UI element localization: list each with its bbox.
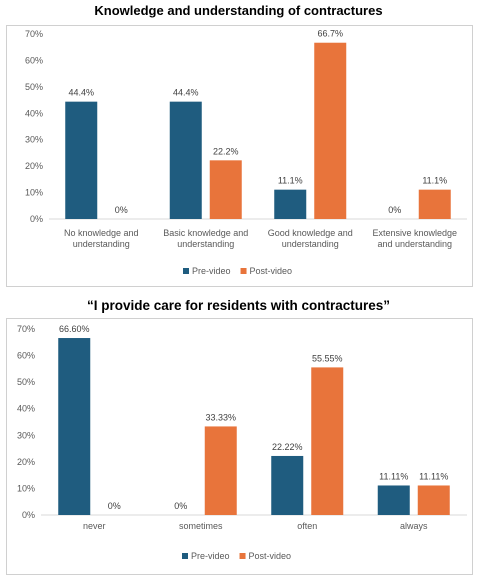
chart-2-data-label: 55.55% (312, 353, 343, 363)
chart-2-bar-pre (377, 485, 410, 515)
chart-2-data-label: 22.22% (272, 442, 303, 452)
chart-2-legend-swatch-post (239, 553, 246, 559)
chart-1-category-label: No knowledge and (64, 228, 139, 238)
chart-2-category-label: sometimes (179, 521, 223, 531)
chart-1-title: Knowledge and understanding of contractu… (94, 3, 383, 18)
chart-2-bar-pre (58, 338, 91, 515)
chart-2-legend-swatch-pre (182, 553, 188, 559)
chart-2-bar-post (311, 367, 344, 515)
chart-1-bar-pre (65, 101, 98, 219)
chart-2-legend-label-pre: Pre-video (191, 551, 230, 561)
chart-1-data-label: 11.1% (278, 176, 303, 186)
chart-2-category-label: always (400, 521, 428, 531)
chart-1-ytick-label: 20% (25, 161, 43, 171)
chart-1-ytick-label: 70% (25, 29, 43, 39)
chart-1-category-label: understanding (177, 239, 234, 249)
chart-2-ytick-label: 0% (22, 510, 35, 520)
chart-2-title: “I provide care for residents with contr… (86, 298, 391, 313)
chart-1-category-label: Basic knowledge and (163, 228, 248, 238)
chart-2-category-label: often (297, 521, 317, 531)
chart-1-legend-label-post: Post-video (250, 266, 293, 276)
chart-1-legend-swatch-pre (183, 268, 189, 274)
chart-1-ytick-label: 40% (25, 108, 43, 118)
chart-2-frame: 0% 10% 20% 30% 40% 50% 60% 70% 66.60% 0% never 0% 33… (6, 318, 473, 575)
chart-1-category-label: understanding (282, 239, 339, 249)
chart-1-data-label: 22.2% (213, 146, 239, 156)
chart-2-data-label: 11.11% (379, 471, 408, 481)
chart-2-ytick-label: 50% (17, 377, 35, 387)
chart-1-data-label: 44.4% (173, 88, 199, 98)
chart-2-ytick-label: 30% (17, 430, 35, 440)
chart-1-bar-post (209, 160, 242, 219)
chart-2-plot: 0%10%20%30%40%50%60%70% 66.60%0%never0%33… (17, 324, 467, 561)
chart-1-legend-label-pre: Pre-video (192, 266, 231, 276)
chart-2-data-label: 66.60% (59, 324, 90, 334)
chart-1-ytick-label: 60% (25, 55, 43, 65)
chart-1-data-label: 44.4% (68, 88, 94, 98)
chart-2-ytick-label: 40% (17, 404, 35, 414)
chart-2-data-label: 11.11% (419, 471, 448, 481)
chart-1-data-label: 0% (388, 205, 401, 215)
chart-1-bar-pre (274, 189, 307, 219)
chart-2-legend-label-post: Post-video (249, 551, 292, 561)
chart-1-data-label: 11.1% (422, 176, 447, 186)
chart-2-data-label: 0% (108, 501, 121, 511)
chart-2-ytick-label: 20% (17, 457, 35, 467)
chart-2-category-label: never (83, 521, 106, 531)
chart-2-bar-post (204, 426, 237, 515)
chart-1-frame: 0% 10% 20% 30% 40% 50% 60% 70% 44.4% 0% No knowled… (6, 25, 473, 287)
chart-2-ytick-label: 60% (17, 351, 35, 361)
chart-1-data-label: 0% (115, 205, 128, 215)
chart-1-ytick-label: 0% (30, 214, 43, 224)
chart-1-category-label: and understanding (377, 239, 452, 249)
chart-1-bar-post (418, 189, 451, 219)
chart-1-bar-post (314, 42, 347, 219)
chart-1-ytick-label: 50% (25, 82, 43, 92)
chart-1-category-label: Good knowledge and (268, 228, 353, 238)
chart-2-bar-post (417, 485, 450, 515)
chart-1-plot: 0% 10% 20% 30% 40% 50% 60% 70% 44.4% 0% No knowled… (25, 29, 467, 276)
chart-2-data-label: 0% (174, 501, 187, 511)
chart-1-bar-pre (169, 101, 202, 219)
chart-1-category-label: understanding (73, 239, 130, 249)
chart-2-bar-pre (271, 455, 304, 515)
chart-1-data-label: 66.7% (317, 29, 343, 39)
chart-2-ytick-label: 10% (17, 483, 35, 493)
chart-1-category-label: Extensive knowledge (372, 228, 457, 238)
chart-1-ytick-label: 30% (25, 135, 43, 145)
chart-2-ytick-label: 70% (17, 324, 35, 334)
chart-2-data-label: 33.33% (205, 412, 236, 422)
chart-1-legend-swatch-post (240, 268, 247, 274)
chart-1-ytick-label: 10% (25, 188, 43, 198)
